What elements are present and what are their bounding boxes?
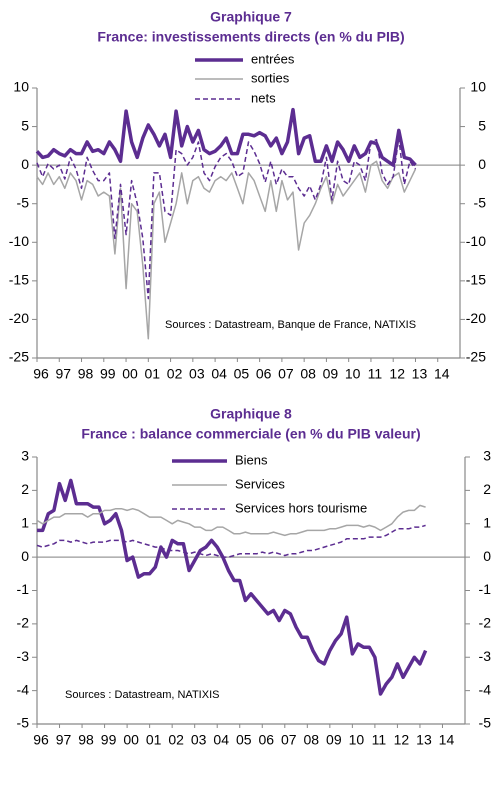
- x-tick-label: 07: [281, 732, 297, 748]
- y-tick-label: -10: [9, 233, 29, 249]
- x-tick-label: 00: [122, 366, 138, 382]
- y-tick-label: 2: [21, 481, 29, 497]
- x-tick-label: 05: [236, 732, 252, 748]
- y-tick-label: -2: [17, 615, 30, 631]
- series-line: [36, 504, 426, 537]
- x-tick-label: 98: [78, 732, 94, 748]
- x-tick-label: 11: [372, 732, 387, 748]
- x-tick-label: 01: [146, 732, 162, 748]
- x-tick-label: 10: [345, 366, 361, 382]
- y2-tick-label: -2: [479, 615, 492, 631]
- y-tick-label: -1: [17, 581, 30, 597]
- legend-label: nets: [251, 90, 276, 105]
- legend-label: Biens: [235, 452, 268, 467]
- y2-tick-label: -4: [479, 681, 492, 697]
- y2-tick-label: -3: [479, 648, 492, 664]
- x-tick-label: 02: [168, 732, 184, 748]
- y2-tick-label: 10: [470, 79, 486, 95]
- y2-tick-label: 5: [478, 117, 486, 133]
- y2-tick-label: 3: [483, 448, 491, 464]
- x-tick-label: 07: [278, 366, 294, 382]
- x-tick-label: 99: [100, 366, 116, 382]
- y2-tick-label: 1: [483, 514, 491, 530]
- series-line: [35, 107, 417, 167]
- y-tick-label: 1: [21, 514, 29, 530]
- series-line: [36, 137, 417, 300]
- y2-tick-label: 0: [483, 548, 491, 564]
- x-tick-label: 02: [167, 366, 183, 382]
- source-note: Sources : Datastream, Banque de France, …: [165, 319, 416, 331]
- y2-tick-label: -20: [466, 310, 486, 326]
- x-tick-label: 98: [78, 366, 94, 382]
- x-tick-label: 97: [56, 732, 72, 748]
- y-tick-label: 10: [13, 79, 29, 95]
- y-tick-label: -20: [9, 310, 29, 326]
- x-tick-label: 14: [434, 366, 450, 382]
- y2-tick-label: -25: [466, 349, 486, 365]
- x-tick-label: 96: [33, 366, 49, 382]
- x-tick-label: 14: [439, 732, 455, 748]
- legend-label: sorties: [251, 70, 290, 85]
- y-tick-label: 3: [21, 448, 29, 464]
- y-tick-label: 5: [21, 117, 29, 133]
- y2-tick-label: -10: [466, 233, 486, 249]
- x-tick-label: 99: [101, 732, 117, 748]
- y-tick-label: -4: [17, 681, 30, 697]
- x-tick-label: 06: [258, 732, 274, 748]
- source-note: Sources : Datastream, NATIXIS: [65, 689, 219, 701]
- series-line: [36, 524, 426, 558]
- y2-tick-label: -1: [479, 581, 492, 597]
- x-tick-label: 08: [304, 732, 320, 748]
- x-tick-label: 10: [349, 732, 365, 748]
- x-tick-label: 03: [191, 732, 207, 748]
- x-tick-label: 13: [412, 366, 428, 382]
- legend-label: Services hors tourisme: [235, 500, 367, 515]
- x-tick-label: 04: [213, 732, 229, 748]
- x-tick-label: 03: [189, 366, 205, 382]
- x-tick-label: 04: [211, 366, 227, 382]
- y-tick-label: -15: [9, 272, 29, 288]
- y2-tick-label: -5: [474, 194, 487, 210]
- series-line: [37, 478, 428, 696]
- chart-title: Graphique 7: [210, 9, 292, 25]
- y2-tick-label: 0: [478, 156, 486, 172]
- x-tick-label: 08: [300, 366, 316, 382]
- y2-tick-label: 2: [483, 481, 491, 497]
- x-tick-label: 12: [389, 366, 405, 382]
- legend-label: Services: [235, 476, 285, 491]
- legend-label: entrées: [251, 51, 295, 66]
- y-tick-label: -3: [17, 648, 30, 664]
- x-tick-label: 05: [234, 366, 250, 382]
- y-tick-label: 0: [21, 156, 29, 172]
- y-tick-label: -25: [9, 349, 29, 365]
- series-line: [36, 160, 417, 340]
- y2-tick-label: -5: [479, 715, 492, 731]
- x-tick-label: 13: [416, 732, 432, 748]
- x-tick-label: 00: [123, 732, 139, 748]
- x-tick-label: 97: [55, 366, 71, 382]
- y-tick-label: -5: [17, 715, 30, 731]
- x-tick-label: 06: [256, 366, 272, 382]
- chart-title: Graphique 8: [210, 406, 292, 422]
- x-tick-label: 01: [145, 366, 161, 382]
- x-tick-label: 96: [33, 732, 49, 748]
- chart-subtitle: France : balance commerciale (en % du PI…: [81, 426, 420, 442]
- y-tick-label: -5: [17, 194, 30, 210]
- x-tick-label: 11: [368, 366, 383, 382]
- y2-tick-label: -15: [466, 272, 486, 288]
- chart-subtitle: France: investissements directs (en % du…: [97, 29, 404, 45]
- x-tick-label: 09: [323, 366, 339, 382]
- x-tick-label: 12: [394, 732, 410, 748]
- y-tick-label: 0: [21, 548, 29, 564]
- x-tick-label: 09: [326, 732, 342, 748]
